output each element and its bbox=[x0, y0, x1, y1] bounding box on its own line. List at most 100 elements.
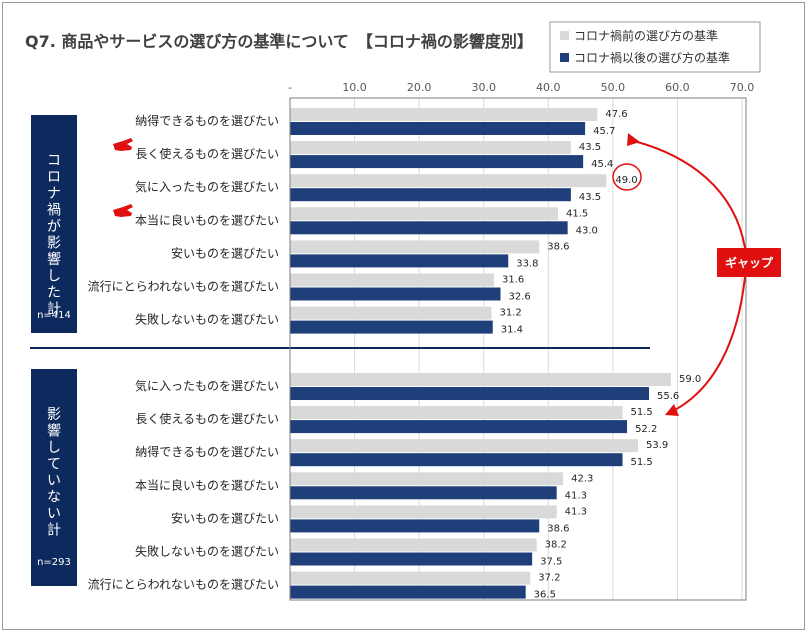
value-label-before: 47.6 bbox=[605, 109, 627, 120]
value-label-after: 41.3 bbox=[565, 490, 587, 501]
value-label-before: 43.5 bbox=[579, 142, 601, 153]
value-label-before: 51.5 bbox=[631, 407, 653, 418]
x-tick-label: 10.0 bbox=[342, 81, 367, 94]
x-tick-label: 50.0 bbox=[601, 81, 626, 94]
gap-arrowhead-upper bbox=[627, 133, 640, 146]
bar-before bbox=[290, 207, 558, 221]
value-label-before: 38.6 bbox=[547, 241, 569, 252]
category-labels: 納得できるものを選びたい長く使えるものを選びたい気に入ったものを選びたい本当に良… bbox=[88, 113, 279, 592]
value-label-after: 31.4 bbox=[501, 325, 523, 336]
value-label-after: 43.0 bbox=[576, 225, 598, 236]
group-box bbox=[31, 115, 77, 333]
bar-before bbox=[290, 174, 607, 188]
value-label-before: 41.3 bbox=[565, 506, 587, 517]
category-label: 本当に良いものを選びたい bbox=[135, 477, 279, 492]
value-label-after: 45.7 bbox=[593, 126, 615, 137]
value-label-before: 31.6 bbox=[502, 275, 524, 286]
bars bbox=[290, 108, 671, 599]
category-label: 長く使えるものを選びたい bbox=[135, 146, 279, 161]
group-label-char: コ bbox=[47, 153, 61, 169]
annotations: ギャップ bbox=[113, 133, 781, 416]
x-tick-label: 40.0 bbox=[536, 81, 561, 94]
gap-arrow-lower bbox=[670, 276, 746, 413]
plot-border bbox=[289, 97, 747, 601]
legend-swatch-before bbox=[560, 31, 569, 40]
value-label-after: 43.5 bbox=[579, 192, 601, 203]
group-n-label: n=414 bbox=[37, 310, 71, 321]
group-label-char: ロ bbox=[47, 170, 61, 186]
value-label-before: 37.2 bbox=[538, 573, 560, 584]
bar-after bbox=[290, 155, 584, 169]
bar-after bbox=[290, 254, 509, 268]
group-label-char: 禍 bbox=[47, 203, 61, 219]
value-label-after: 52.2 bbox=[635, 424, 657, 435]
group-label-char: が bbox=[47, 219, 61, 235]
bar-before bbox=[290, 538, 537, 552]
bar-after bbox=[290, 221, 568, 235]
pointing-hand-icon bbox=[113, 138, 133, 151]
group-label-char: 響 bbox=[47, 423, 61, 440]
bar-after bbox=[290, 320, 493, 334]
value-label-after: 51.5 bbox=[631, 457, 653, 468]
x-tick-label: 70.0 bbox=[730, 81, 755, 94]
category-label: 本当に良いものを選びたい bbox=[135, 212, 279, 227]
chart-title: Q7. 商品やサービスの選び方の基準について 【コロナ禍の影響度別】 bbox=[25, 32, 533, 51]
highlight-circle bbox=[612, 163, 642, 191]
bar-before bbox=[290, 141, 571, 155]
bar-after bbox=[290, 453, 623, 467]
value-label-after: 55.6 bbox=[657, 391, 679, 402]
bar-before bbox=[290, 306, 492, 320]
gap-arrowhead-lower bbox=[665, 404, 679, 416]
bar-after bbox=[290, 188, 571, 202]
bar-after bbox=[290, 519, 540, 533]
category-label: 安いものを選びたい bbox=[171, 245, 279, 260]
value-label-before: 31.2 bbox=[499, 308, 521, 319]
category-label: 納得できるものを選びたい bbox=[135, 444, 279, 459]
bar-before bbox=[290, 373, 671, 386]
value-label-after: 37.5 bbox=[540, 557, 562, 568]
group-label-char: い bbox=[47, 506, 61, 522]
pointing-hand-icon bbox=[113, 204, 133, 217]
category-label: 流行にとらわれないものを選びたい bbox=[88, 280, 279, 294]
bar-before bbox=[290, 472, 564, 486]
group-label-char: た bbox=[47, 285, 61, 301]
x-tick-label: 60.0 bbox=[665, 81, 690, 94]
legend-label-before: コロナ禍前の選び方の基準 bbox=[574, 28, 718, 43]
bar-after bbox=[290, 552, 533, 566]
group-label-char: 影 bbox=[47, 407, 61, 423]
bar-after bbox=[290, 585, 526, 599]
group-label-char: 計 bbox=[47, 523, 61, 539]
category-label: 安いものを選びたい bbox=[171, 510, 279, 525]
value-label-after: 32.6 bbox=[509, 292, 531, 303]
group-label-char: な bbox=[47, 490, 61, 506]
category-label: 失敗しないものを選びたい bbox=[135, 544, 279, 559]
group-box bbox=[31, 369, 77, 586]
value-label-after: 45.4 bbox=[591, 159, 613, 170]
group-label-char: 計 bbox=[47, 302, 61, 318]
category-label: 気に入ったものを選びたい bbox=[135, 378, 279, 393]
data-labels: 47.6 45.7 43.5 45.449.0 43.5 41.5 43.0 38.6 33.8… bbox=[499, 109, 701, 601]
value-label-before: 59.0 bbox=[679, 374, 701, 385]
x-tick-label: 20.0 bbox=[407, 81, 432, 94]
bar-after bbox=[290, 287, 501, 301]
bar-before bbox=[290, 571, 531, 585]
group-label-char: し bbox=[47, 440, 61, 456]
x-axis-ticks: - 10.0 20.0 30.0 40.0 50.0 60.0 70.0 bbox=[288, 81, 754, 94]
legend-label-after: コロナ禍以後の選び方の基準 bbox=[574, 50, 730, 65]
legend-swatch-after bbox=[560, 53, 569, 62]
bar-before bbox=[290, 108, 598, 121]
group-label-char: い bbox=[47, 473, 61, 489]
bar-after bbox=[290, 486, 557, 500]
category-label: 流行にとらわれないものを選びたい bbox=[88, 578, 279, 592]
group-label-char: ナ bbox=[47, 186, 61, 202]
value-label-before: 42.3 bbox=[571, 473, 593, 484]
value-label-before: 41.5 bbox=[566, 208, 588, 219]
value-label-before: 38.2 bbox=[545, 540, 567, 551]
group-label-char: 影 bbox=[47, 236, 61, 252]
group-label-char: 響 bbox=[47, 251, 61, 268]
legend: コロナ禍前の選び方の基準 コロナ禍以後の選び方の基準 bbox=[549, 21, 761, 73]
group-label-char: て bbox=[47, 457, 61, 473]
value-label-after: 33.8 bbox=[516, 258, 538, 269]
